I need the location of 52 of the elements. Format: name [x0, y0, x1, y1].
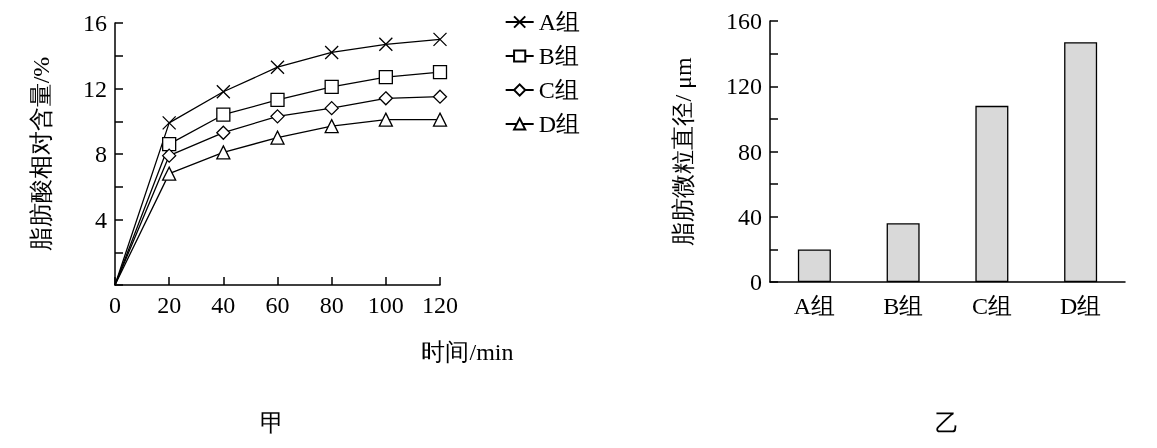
point [270, 92, 285, 108]
y-tick-label: 12 [83, 75, 107, 102]
point [216, 125, 231, 140]
y-tick-label: 8 [95, 141, 107, 167]
point [324, 45, 339, 60]
y-axis-title: 脂肪微粒直径/ μm [670, 57, 696, 246]
point [216, 107, 231, 122]
point [270, 109, 285, 124]
x-tick-label: 60 [265, 292, 290, 318]
x-tick-label: A组 [793, 293, 836, 319]
point [162, 115, 177, 131]
y-tick-label: 160 [726, 8, 762, 34]
point [432, 112, 448, 127]
point [432, 64, 448, 80]
x-tick-label: 100 [367, 292, 404, 318]
y-tick-label: 80 [738, 138, 762, 165]
x-tick-label: 120 [422, 292, 458, 318]
x-tick-label: 40 [211, 292, 236, 318]
legend-label: B组 [538, 43, 579, 69]
point [432, 32, 448, 47]
x-tick-label: D组 [1059, 293, 1102, 319]
point [162, 137, 177, 152]
y-axis-title: 脂肪酸相对含量/% [28, 56, 54, 252]
point [216, 84, 231, 99]
text: 乙 [935, 410, 959, 436]
x-tick-label: B组 [883, 293, 924, 319]
point [162, 148, 177, 163]
point [378, 37, 393, 52]
y-tick-label: 120 [726, 73, 762, 100]
y-tick-label: 4 [95, 206, 107, 233]
legend-label: C组 [538, 77, 579, 103]
point [378, 91, 393, 106]
point [378, 69, 393, 85]
point [216, 145, 231, 160]
legend-label: D组 [538, 111, 581, 137]
point [270, 130, 285, 145]
point [324, 79, 339, 95]
point [324, 119, 339, 134]
x-axis-title: 时间/min [421, 339, 514, 365]
point [270, 60, 285, 75]
y-tick-label: 40 [738, 203, 762, 230]
text: 甲 [260, 410, 284, 436]
x-tick-label: 80 [319, 292, 344, 318]
legend-label: A组 [538, 9, 581, 35]
point [378, 112, 393, 127]
x-tick-label: 20 [157, 292, 182, 318]
y-tick-label: 16 [83, 10, 107, 36]
y-tick-label: 0 [750, 269, 762, 295]
point [162, 166, 177, 181]
point [432, 89, 448, 104]
point [324, 101, 339, 116]
x-tick-label: C组 [971, 293, 1012, 319]
